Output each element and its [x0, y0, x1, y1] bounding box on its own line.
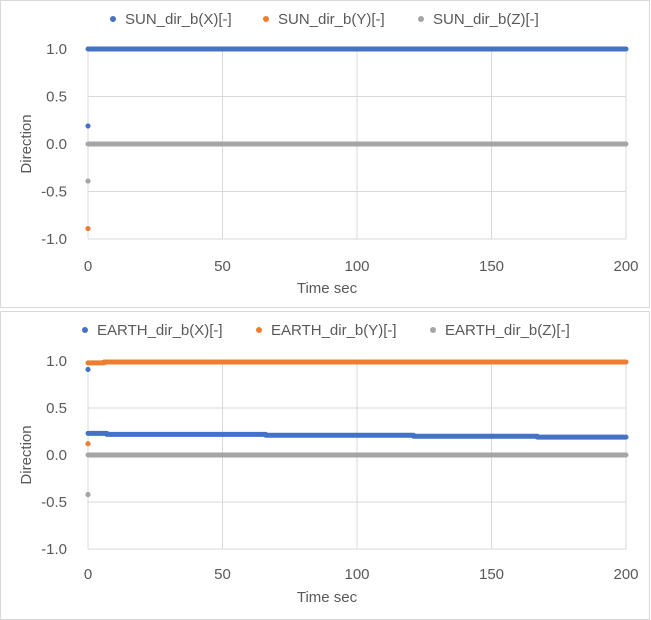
legend-marker	[418, 16, 424, 22]
x-tick-label: 0	[84, 258, 92, 275]
y-tick-label: 0.5	[46, 89, 67, 106]
y-axis-title: Direction	[18, 114, 35, 173]
sun-direction-chart: 1.0 0.5 0.0 -0.5 -1.0 0 50 100 150 200 Time sec Dir…	[18, 11, 639, 297]
y-tick-label: -1.0	[41, 231, 67, 248]
y-tick-label: 1.0	[46, 41, 67, 58]
legend-marker	[110, 16, 116, 22]
data-point-1	[85, 123, 91, 129]
x-tick-label: 200	[613, 258, 638, 275]
legend-label: SUN_dir_b(X)[-]	[125, 11, 232, 28]
x-tick-label: 150	[479, 566, 504, 583]
x-tick-label: 150	[479, 258, 504, 275]
y-tick-label: 0.5	[46, 400, 67, 417]
chart-panel-sun: 1.0 0.5 0.0 -0.5 -1.0 0 50 100 150 200 Time sec Dir…	[0, 0, 650, 308]
data-point-3	[85, 491, 91, 498]
legend-label: EARTH_dir_b(Z)[-]	[445, 322, 570, 339]
earth-direction-chart: 1.0 0.5 0.0 -0.5 -1.0 0 50 100 150 200 Time sec Dir…	[18, 322, 639, 606]
y-axis-title: Direction	[18, 425, 35, 484]
legend-label: SUN_dir_b(Y)[-]	[278, 11, 385, 28]
data-point-2	[85, 225, 91, 232]
data-point-3	[85, 178, 91, 184]
legend-marker	[263, 16, 269, 22]
x-tick-label: 200	[613, 566, 638, 583]
y-tick-label: 0.0	[46, 447, 67, 464]
legend-label: EARTH_dir_b(Y)[-]	[271, 322, 397, 339]
data-point-1	[85, 366, 91, 373]
legend-marker	[82, 327, 88, 333]
y-tick-label: 0.0	[46, 136, 67, 153]
legend-marker	[430, 327, 436, 333]
y-tick-label: -0.5	[41, 184, 67, 201]
x-axis-title: Time sec	[297, 589, 358, 606]
x-tick-label: 100	[344, 566, 369, 583]
y-tick-label: 1.0	[46, 353, 67, 370]
x-tick-label: 100	[344, 258, 369, 275]
x-axis-title: Time sec	[297, 280, 358, 297]
legend-label: EARTH_dir_b(X)[-]	[97, 322, 223, 339]
y-tick-label: -0.5	[41, 494, 67, 511]
x-tick-label: 50	[214, 566, 231, 583]
legend-marker	[256, 327, 262, 333]
x-tick-label: 50	[214, 258, 231, 275]
legend-label: SUN_dir_b(Z)[-]	[433, 11, 539, 28]
y-tick-label: -1.0	[41, 541, 67, 558]
chart-panel-earth: 1.0 0.5 0.0 -0.5 -1.0 0 50 100 150 200 Time sec Dir…	[0, 311, 650, 620]
x-tick-label: 0	[84, 566, 92, 583]
data-point-2	[85, 441, 91, 447]
